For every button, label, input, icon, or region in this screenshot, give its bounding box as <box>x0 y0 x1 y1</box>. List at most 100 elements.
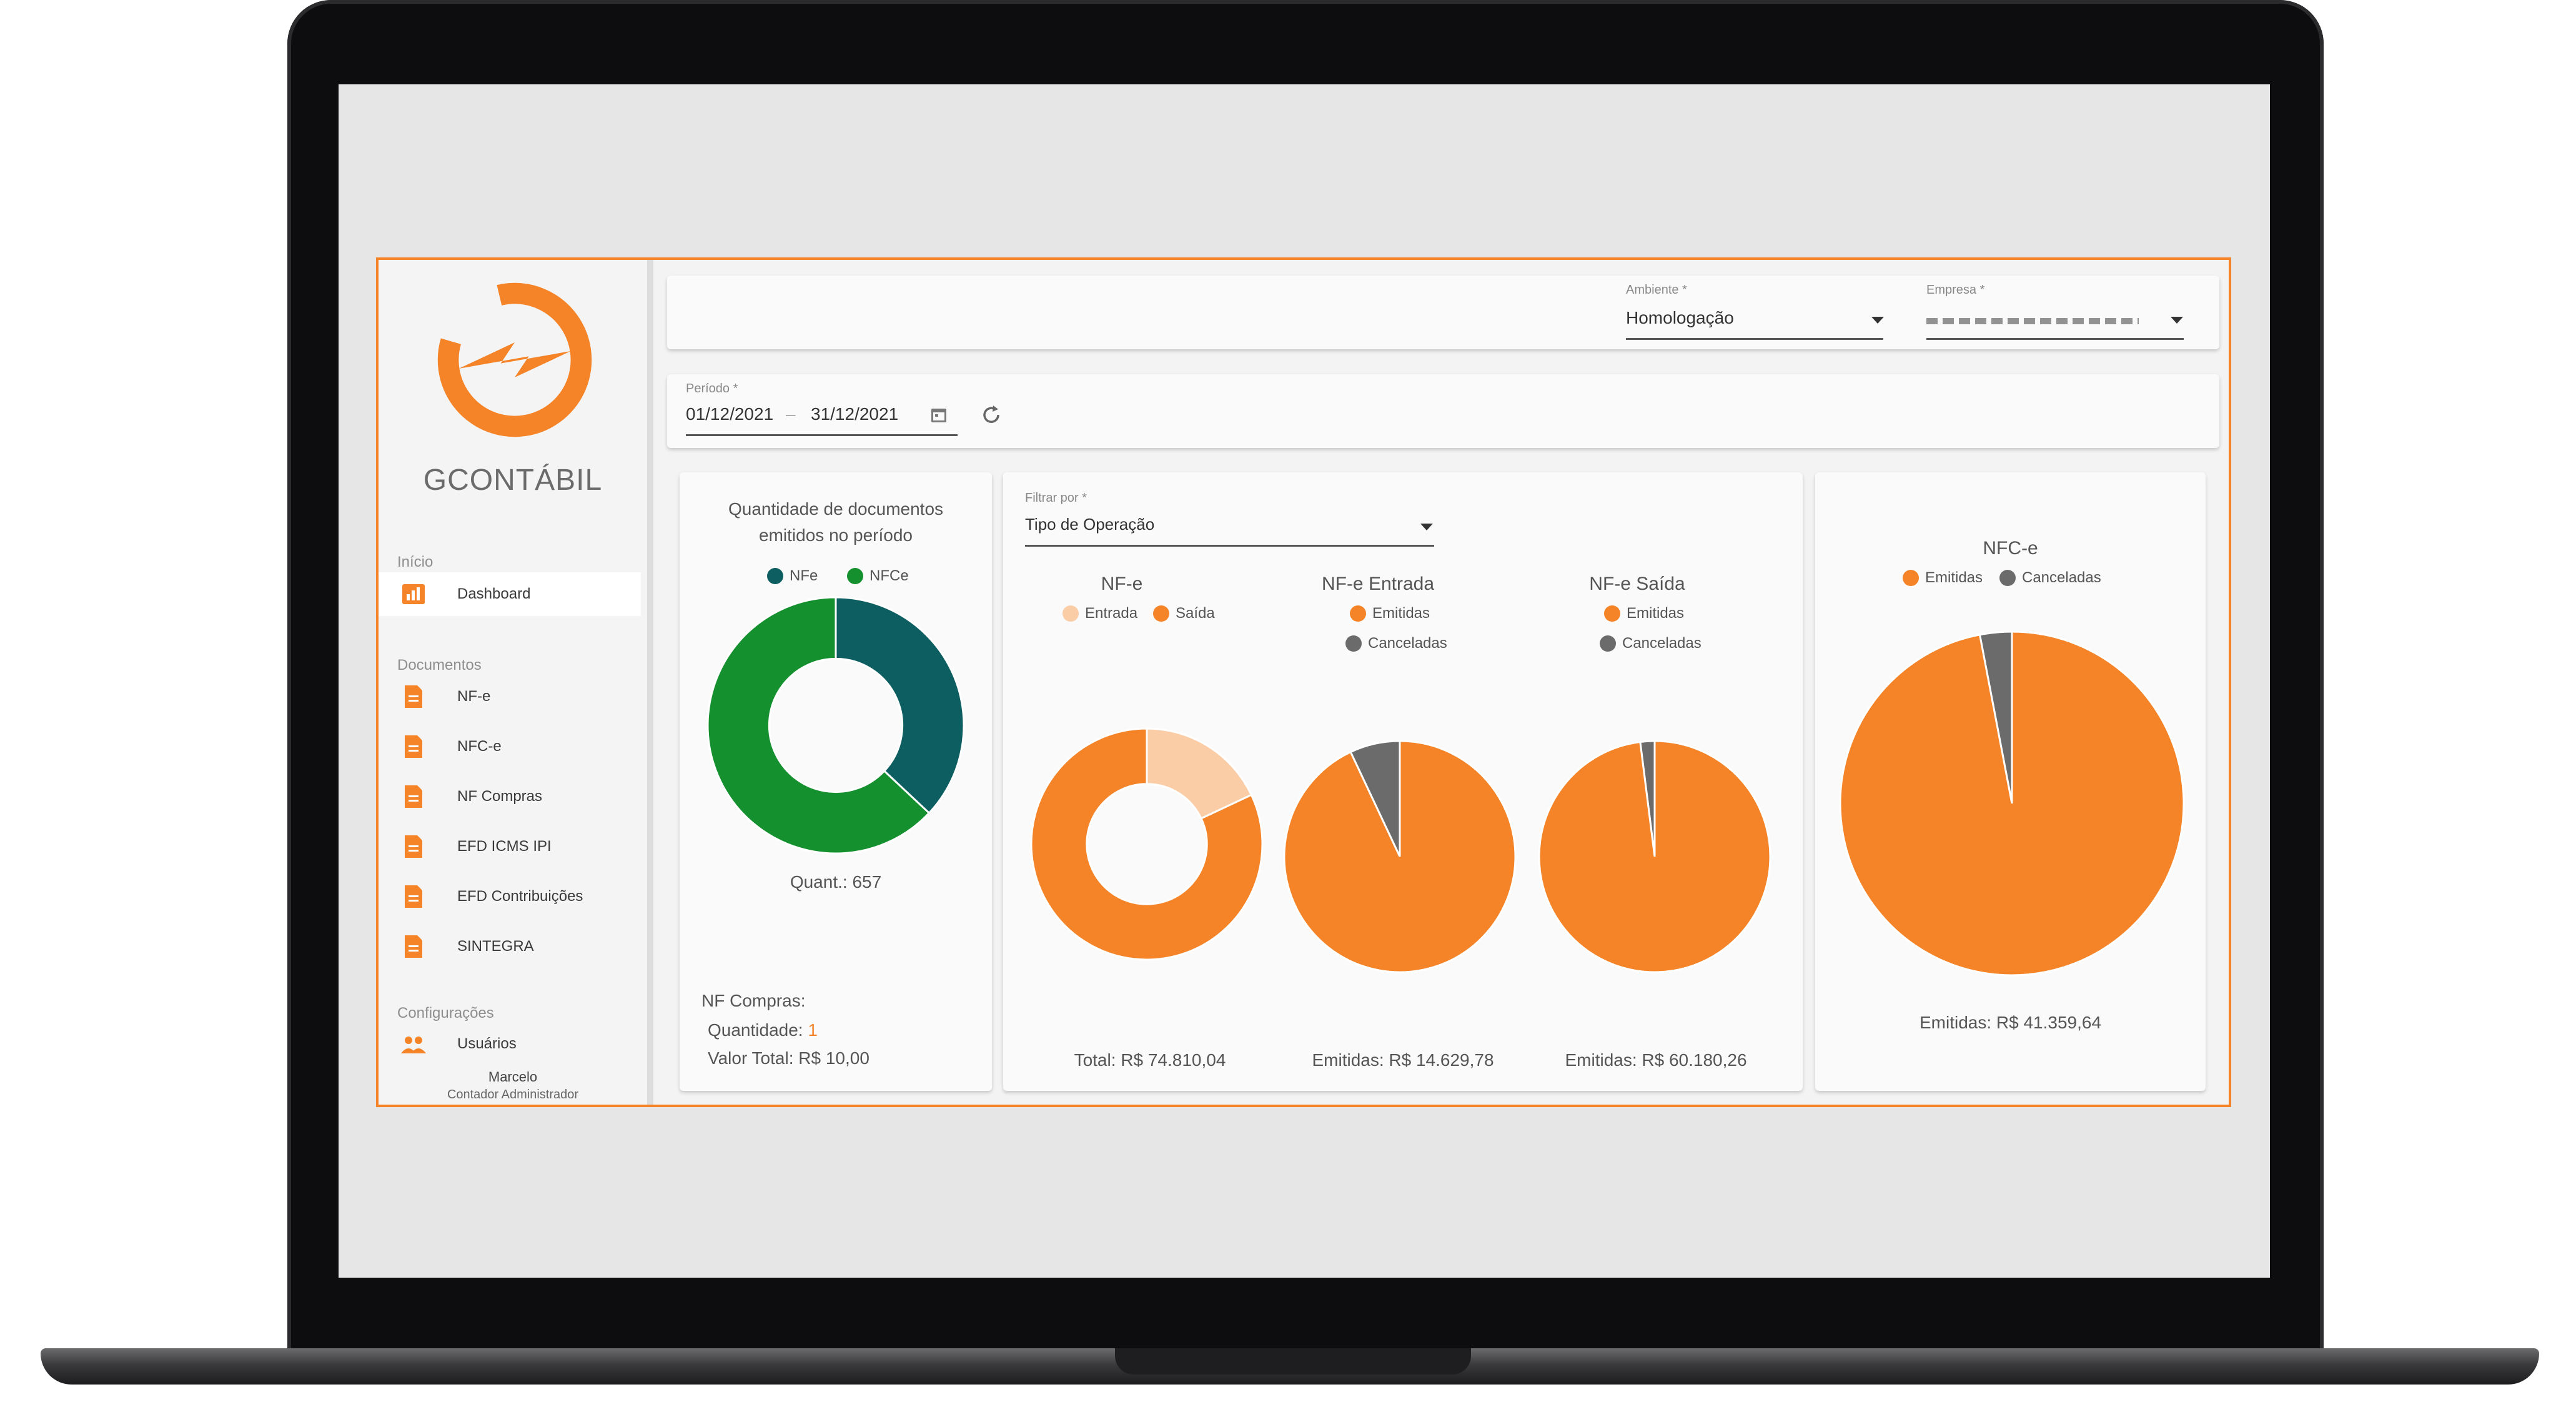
nfce-pie-chart <box>1839 630 2185 977</box>
documents-card-title: Quantidade de documentos emitidos no per… <box>680 496 992 549</box>
slice-emitidas[interactable] <box>1811 602 2212 1004</box>
sidebar-item-efd-icms-ipi[interactable]: EFD ICMS IPI <box>379 825 641 868</box>
slice-saída[interactable] <box>1030 727 1264 961</box>
legend-emitidas[interactable]: Emitidas <box>1903 569 1983 587</box>
empresa-redacted-text <box>1926 318 2139 324</box>
sidebar-item-sintegra[interactable]: SINTEGRA <box>379 925 641 968</box>
documents-donut-chart <box>706 596 965 855</box>
chevron-down-icon[interactable] <box>1871 317 1884 324</box>
nfe-saida-pie-chart <box>1538 740 1771 973</box>
legend-dot <box>1063 605 1079 622</box>
nfce-chart-title: NFC-e <box>1983 538 2038 559</box>
legend-canceladas[interactable]: Canceladas <box>1999 569 2101 587</box>
sidebar-item-label: EFD Contribuições <box>457 888 583 905</box>
nfe-donut-chart <box>1030 727 1264 961</box>
sidebar-item-dashboard[interactable]: Dashboard <box>379 572 641 616</box>
nf-compras-quantity-label: Quantidade: <box>708 1020 803 1040</box>
nav-section-documentos: Documentos <box>397 657 482 674</box>
sidebar-item-efd-contribuicoes[interactable]: EFD Contribuições <box>379 875 641 918</box>
legend-canceladas[interactable]: Canceladas <box>1600 635 1702 652</box>
legend-dot <box>1345 635 1362 652</box>
legend-nfe[interactable]: NFe <box>767 567 818 585</box>
nf-compras-quantity-value: 1 <box>808 1020 818 1040</box>
legend-label: NFe <box>790 567 818 584</box>
slice-nfe[interactable] <box>835 596 965 815</box>
legend-dot <box>847 568 863 584</box>
legend-canceladas[interactable]: Canceladas <box>1345 635 1447 652</box>
nfe-card: Filtrar por * Tipo de Operação NF-e Entr… <box>1003 472 1803 1091</box>
ambiente-underline <box>1626 338 1883 340</box>
nfe-entrada-chart-footer: Emitidas: R$ 14.629,78 <box>1312 1050 1494 1070</box>
sidebar-item-label: NF-e <box>457 688 491 705</box>
slice-emitidas[interactable] <box>1525 727 1783 985</box>
legend-saida[interactable]: Saída <box>1153 605 1215 622</box>
filtrar-underline <box>1025 545 1434 547</box>
laptop-screen: GCONTÁBIL Início Dashboard Documentos NF… <box>339 84 2270 1278</box>
document-icon <box>401 935 426 958</box>
nfce-chart-footer: Emitidas: R$ 41.359,64 <box>1919 1013 2102 1032</box>
users-icon <box>401 1035 426 1053</box>
legend-dot <box>1600 635 1616 652</box>
app-window: GCONTÁBIL Início Dashboard Documentos NF… <box>376 257 2231 1107</box>
nfce-card: NFC-e Emitidas Canceladas Emitidas: R$ 4… <box>1815 472 2206 1091</box>
document-icon <box>401 685 426 708</box>
legend-label: Entrada <box>1085 605 1138 622</box>
filtrar-select-value[interactable]: Tipo de Operação <box>1025 515 1155 534</box>
sidebar-item-usuarios[interactable]: Usuários <box>379 1022 641 1066</box>
ambiente-label: Ambiente * <box>1626 283 1687 297</box>
legend-label: Emitidas <box>1925 569 1983 586</box>
legend-entrada[interactable]: Entrada <box>1063 605 1137 622</box>
legend-label: NFCe <box>869 567 909 584</box>
nfe-entrada-chart-title: NF-e Entrada <box>1321 574 1435 594</box>
legend-emitidas[interactable]: Emitidas <box>1604 605 1684 622</box>
sidebar-item-nfce[interactable]: NFC-e <box>379 725 641 768</box>
legend-dot <box>1604 605 1620 622</box>
sidebar-item-label: NFC-e <box>457 738 502 755</box>
legend-nfce[interactable]: NFCe <box>847 567 909 585</box>
chevron-down-icon[interactable] <box>1420 524 1433 530</box>
nfe-saida-chart-title: NF-e Saída <box>1589 574 1685 594</box>
nf-compras-title: NF Compras: <box>701 991 806 1010</box>
empresa-underline <box>1926 338 2184 340</box>
sidebar-item-nf-compras[interactable]: NF Compras <box>379 775 641 818</box>
periodo-separator: – <box>786 404 796 424</box>
calendar-icon[interactable] <box>929 405 948 424</box>
filtrar-label: Filtrar por * <box>1025 491 1087 505</box>
ambiente-select-value[interactable]: Homologação <box>1626 308 1734 327</box>
chevron-down-icon[interactable] <box>2171 317 2183 324</box>
slice-emitidas[interactable] <box>1246 703 1553 1010</box>
slice-entrada[interactable] <box>1146 727 1253 820</box>
nfe-entrada-pie-chart <box>1283 740 1517 973</box>
user-role: Contador Administrador <box>447 1088 579 1101</box>
slice-nfce[interactable] <box>706 596 931 855</box>
bar-chart-icon <box>401 584 426 604</box>
gcontabil-logo-icon <box>437 282 592 437</box>
legend-dot <box>1999 570 2016 586</box>
periodo-underline <box>686 434 958 436</box>
sidebar-item-label: EFD ICMS IPI <box>457 838 552 855</box>
nfe-chart-footer: Total: R$ 74.810,04 <box>1074 1050 1226 1070</box>
legend-dot <box>767 568 783 584</box>
refresh-icon[interactable] <box>979 403 1003 427</box>
legend-emitidas[interactable]: Emitidas <box>1350 605 1430 622</box>
legend-dot <box>1903 570 1919 586</box>
document-icon <box>401 835 426 858</box>
sidebar-item-label: Usuários <box>457 1035 517 1052</box>
nf-compras-total: Valor Total: R$ 10,00 <box>708 1048 869 1068</box>
legend-label: Canceladas <box>1622 635 1702 652</box>
legend-dot <box>1350 605 1366 622</box>
environment-filter-bar: Ambiente * Homologação Empresa * <box>667 276 2219 349</box>
periodo-end[interactable]: 31/12/2021 <box>811 404 899 424</box>
user-name: Marcelo <box>488 1069 538 1085</box>
document-icon <box>401 735 426 758</box>
documents-title-line2: emitidos no período <box>759 525 913 545</box>
sidebar-item-label: Dashboard <box>457 585 531 602</box>
periodo-label: Período * <box>686 382 738 395</box>
periodo-start[interactable]: 01/12/2021 <box>686 404 774 424</box>
document-icon <box>401 785 426 808</box>
documents-card: Quantidade de documentos emitidos no per… <box>680 472 992 1091</box>
documents-quantity: Quant.: 657 <box>790 872 882 892</box>
sidebar-item-nfe[interactable]: NF-e <box>379 675 641 718</box>
legend-label: Saída <box>1176 605 1215 622</box>
nav-section-configuracoes: Configurações <box>397 1005 494 1022</box>
